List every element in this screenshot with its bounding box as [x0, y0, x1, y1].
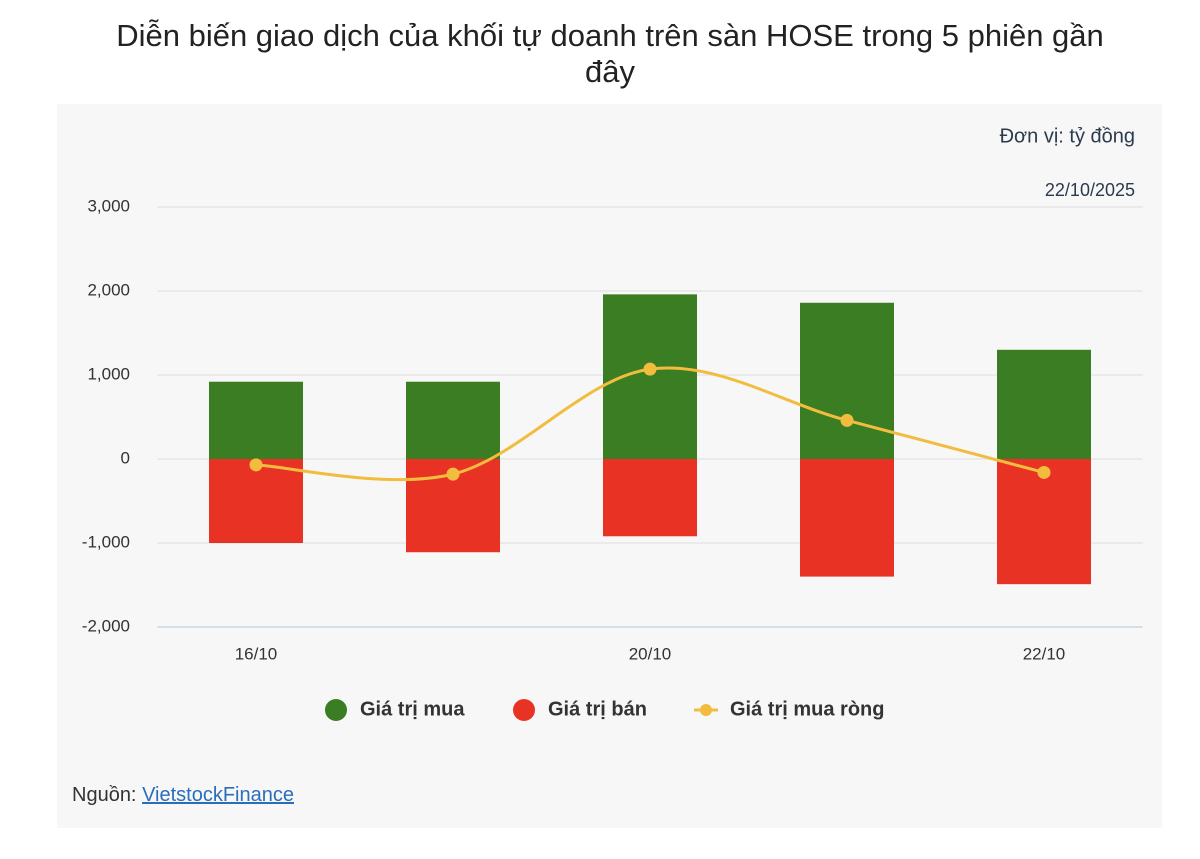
legend-symbol	[513, 699, 535, 721]
line-marker	[249, 458, 263, 472]
y-tick-label: 1,000	[87, 364, 130, 383]
legend-label: Giá trị bán	[548, 698, 647, 720]
line-marker	[643, 362, 657, 376]
bar	[209, 459, 303, 543]
source: Nguồn: VietstockFinance	[72, 784, 294, 807]
bar	[406, 381, 500, 459]
bar	[209, 381, 303, 459]
bar	[997, 349, 1091, 459]
y-tick-label: 3,000	[87, 196, 130, 215]
unit-note: Đơn vị: tỷ đồng	[1000, 125, 1135, 147]
source-link[interactable]: VietstockFinance	[142, 784, 294, 806]
y-tick-label: 2,000	[87, 280, 130, 299]
y-tick-label: -1,000	[82, 532, 130, 551]
bar	[603, 294, 697, 459]
date-note: 22/10/2025	[1045, 180, 1135, 200]
chart-title: Diễn biến giao dịch của khối tự doanh tr…	[116, 18, 1104, 89]
legend-label: Giá trị mua ròng	[730, 698, 884, 720]
line-marker	[1037, 465, 1051, 479]
x-tick-label: 16/10	[235, 644, 278, 663]
y-tick-label: 0	[121, 448, 130, 467]
source-label: Nguồn:	[72, 784, 137, 806]
legend-symbol	[325, 699, 347, 721]
bar	[997, 459, 1091, 585]
bar	[800, 459, 894, 577]
bar	[800, 302, 894, 459]
x-tick-label: 22/10	[1023, 644, 1066, 663]
line-marker	[446, 467, 460, 481]
x-tick-label: 20/10	[629, 644, 672, 663]
bar	[603, 459, 697, 537]
legend-symbol	[700, 704, 712, 716]
legend-label: Giá trị mua	[360, 698, 465, 720]
y-tick-label: -2,000	[82, 616, 130, 635]
line-marker	[840, 413, 854, 427]
